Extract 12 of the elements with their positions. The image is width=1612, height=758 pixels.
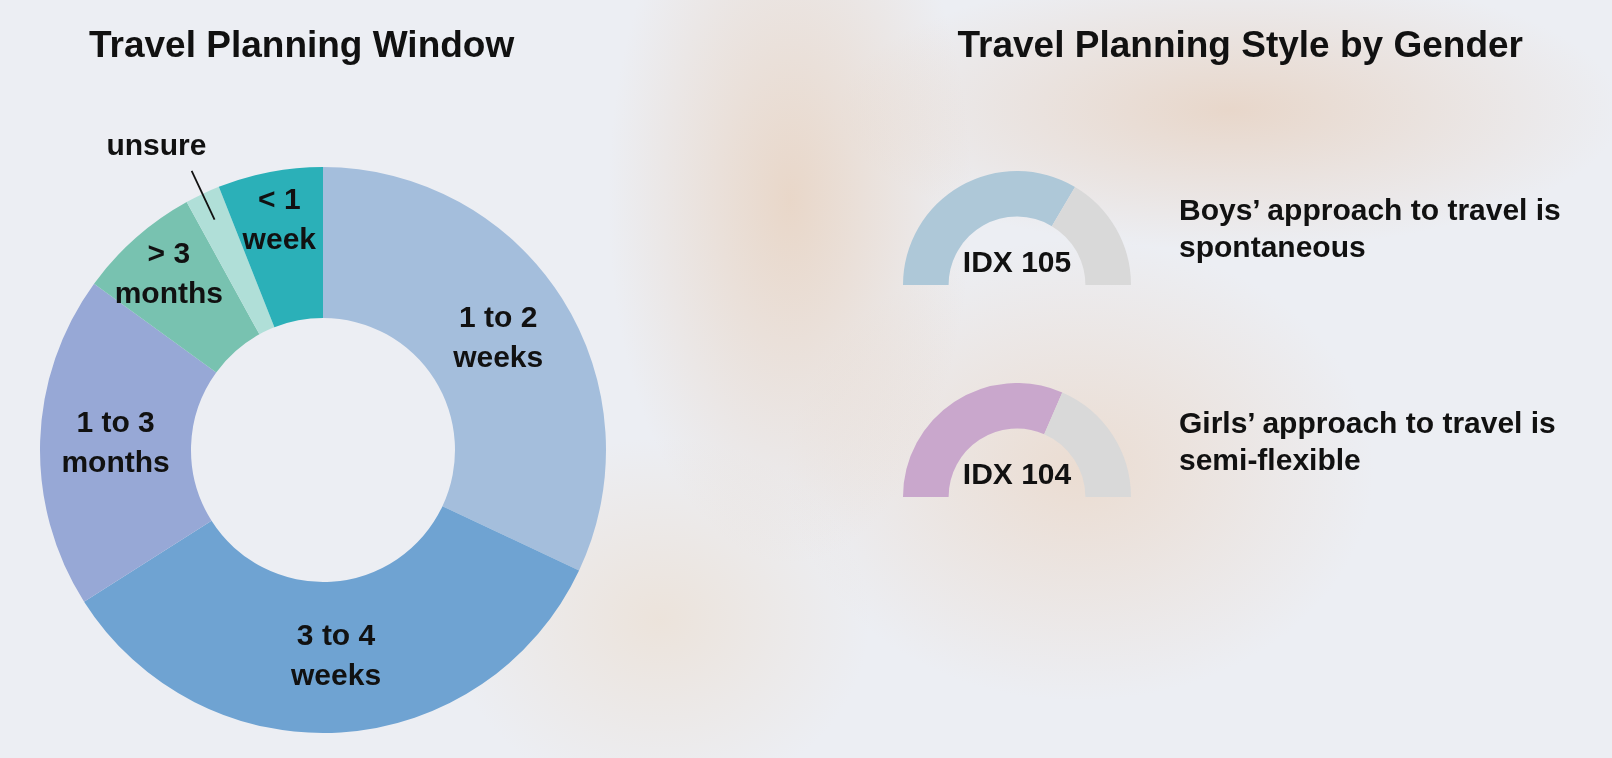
- text: Travel Planning Style by Gender: [957, 23, 1523, 67]
- chart-title: Travel Planning Window: [89, 23, 515, 67]
- slice-label: > 3 months: [114, 236, 223, 310]
- text: IDX 105: [961, 245, 1073, 278]
- text: Girls’ approach to travel is semi-flexible: [1179, 405, 1557, 478]
- slice-label: 1 to 3 months: [61, 404, 170, 478]
- text: Boys’ approach to travel is spontaneous: [1179, 192, 1562, 265]
- text: IDX 104: [961, 457, 1073, 490]
- slice-label: 1 to 2 weeks: [452, 300, 544, 374]
- slice-label: < 1 week: [241, 182, 317, 256]
- slice-label: 3 to 4 weeks: [289, 618, 382, 692]
- slice-label: unsure: [106, 127, 207, 161]
